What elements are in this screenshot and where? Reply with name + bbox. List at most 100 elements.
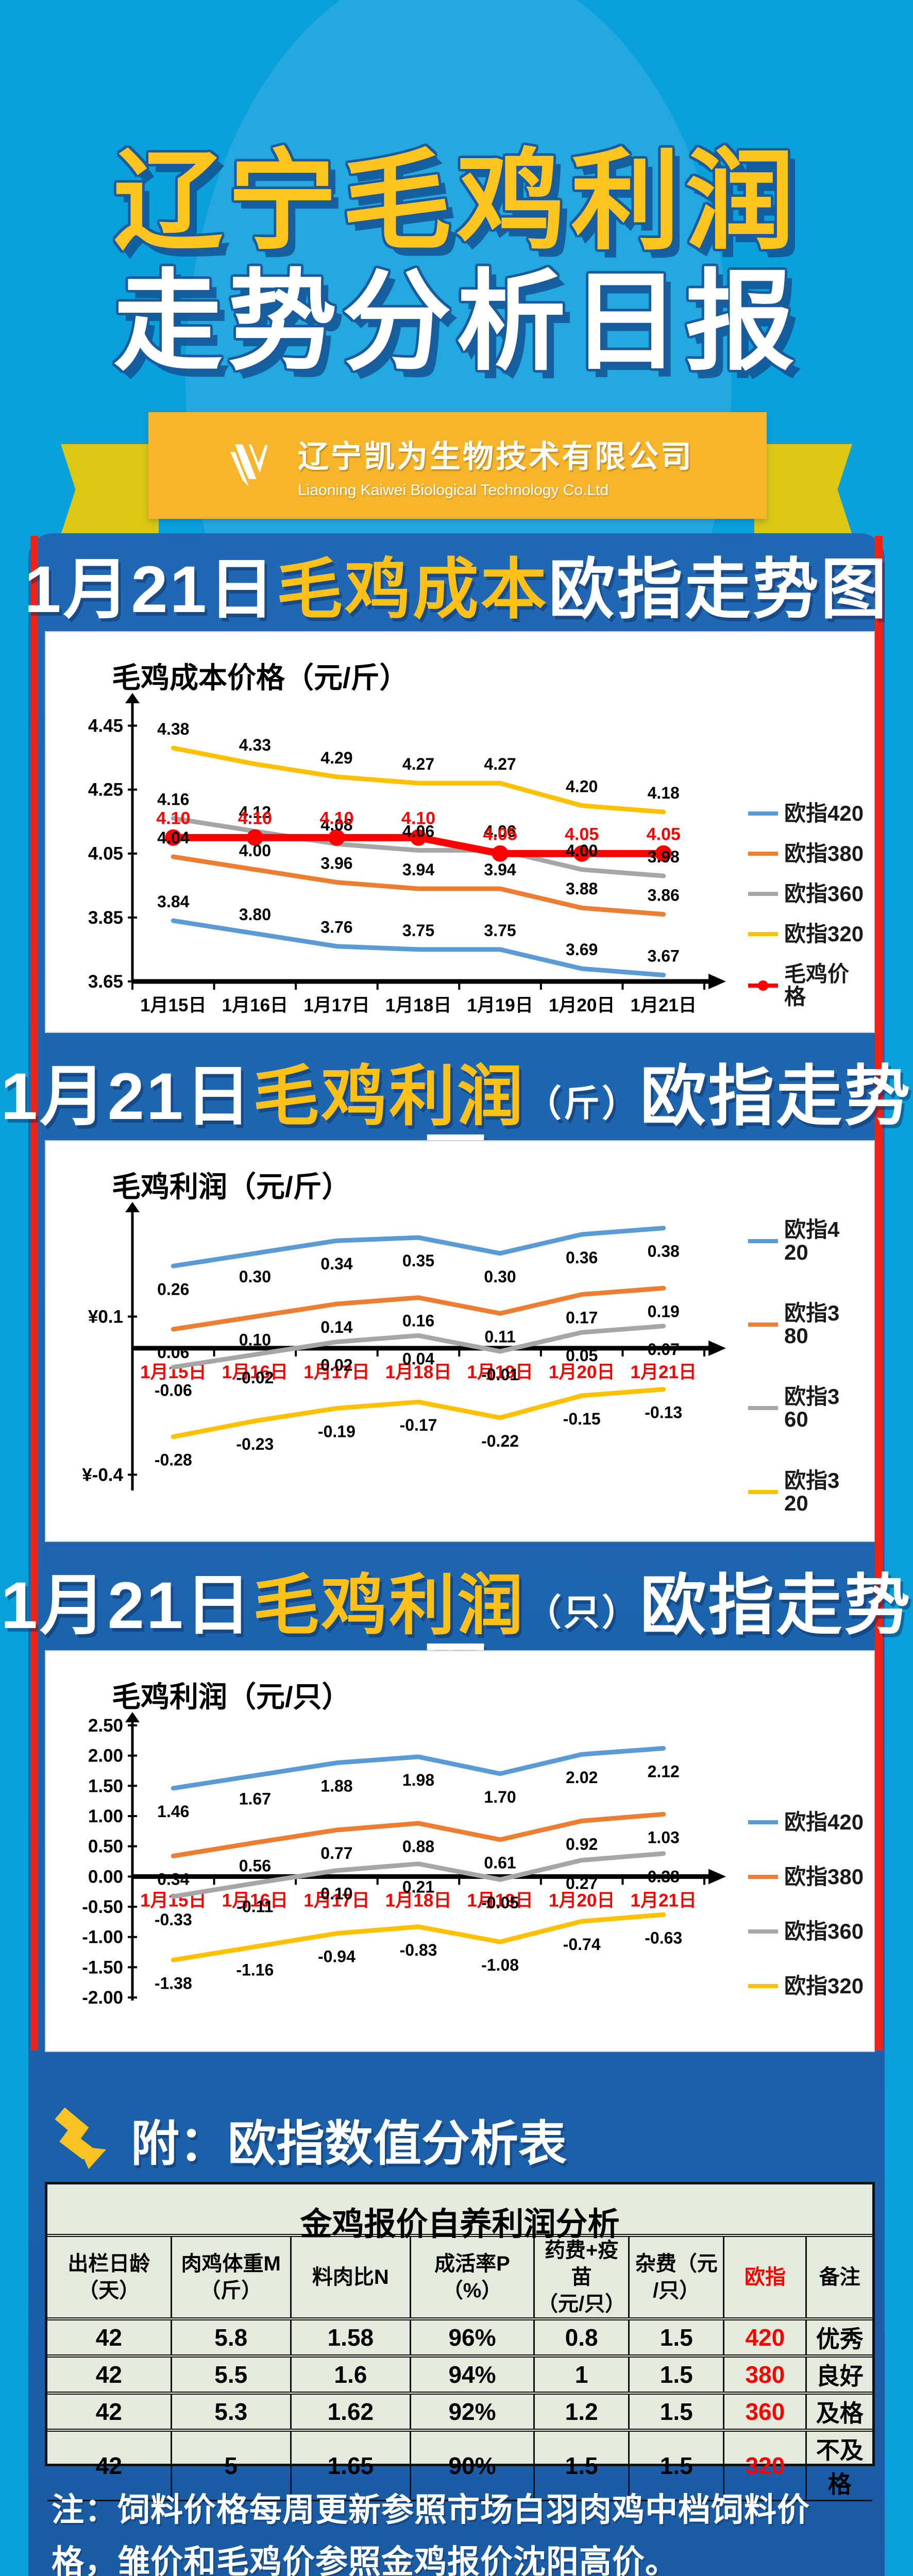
data-label: 4.06: [402, 822, 434, 841]
heading-prefix: 1月21日: [1, 1060, 253, 1133]
data-label: 4.20: [566, 777, 598, 796]
table-cell: 360: [723, 2392, 807, 2431]
legend-label: 欧指380: [784, 1301, 840, 1348]
data-label: -0.17: [400, 1416, 437, 1434]
y-tick-label: ¥-0.4: [82, 1465, 123, 1485]
table-cell: 1.58: [290, 2318, 411, 2357]
data-label: 3.98: [648, 848, 680, 866]
analysis-table-card: 金鸡报价自养利润分析 出栏日龄 （天） 肉鸡体重M （斤） 料肉比N 成活率P （%）…: [45, 2182, 875, 2501]
data-label: 4.10: [238, 809, 272, 828]
data-label: 1.70: [484, 1788, 516, 1806]
data-label: 0.14: [320, 1318, 352, 1336]
legend-line-sample: [748, 1984, 778, 1989]
x-category-label: 1月20日: [549, 995, 615, 1015]
series-marker: [655, 845, 672, 862]
table-row: 42 5.5 1.6 94% 1 1.5 380 良好: [47, 2355, 872, 2394]
data-label: 4.12: [239, 803, 271, 821]
data-label: 0.77: [320, 1844, 352, 1862]
data-label: 0.26: [157, 1280, 189, 1298]
series-line: [171, 1851, 666, 1899]
table-cell: 1: [533, 2355, 630, 2394]
section-heading-profit-jin: 1月21日毛鸡利润（斤）欧指走势图: [0, 1062, 913, 1201]
y-tick-label: 2.50: [88, 1716, 123, 1736]
legend-line-sample: [748, 932, 778, 937]
data-label: 0.27: [566, 1874, 598, 1893]
legend-item: 欧指320: [748, 1469, 867, 1515]
legend-label: 欧指420: [784, 1810, 864, 1834]
legend-line-sample: [748, 1929, 778, 1934]
legend-line-sample: [748, 1239, 778, 1244]
x-category-label: 1月21日: [631, 1362, 697, 1382]
data-label: 0.30: [484, 1267, 516, 1286]
legend-item: 毛鸡价格: [748, 963, 867, 1008]
y-tick-label: 4.45: [88, 716, 123, 736]
data-label: 0.16: [402, 1312, 434, 1330]
table-cell: 1.5: [628, 2392, 725, 2431]
data-label: 3.80: [239, 905, 271, 924]
data-label: 0.11: [484, 1327, 516, 1346]
table-cell: 94%: [409, 2355, 535, 2394]
cost-chart-svg: 4.45 4.25 4.05 3.85 3.65 1月15日 1月16日 1月17日 1月18日…: [88, 693, 726, 1015]
analysis-table: 出栏日龄 （天） 肉鸡体重M （斤） 料肉比N 成活率P （%） 药费+疫苗 （元/只）…: [47, 2234, 872, 2501]
table-cell: 0.8: [533, 2318, 630, 2357]
heading-suffix: 欧指走势图: [548, 553, 889, 626]
x-category-label: 1月17日: [303, 995, 369, 1015]
data-label: 2.12: [648, 1762, 680, 1781]
y-tick-label: -2.00: [82, 1988, 123, 2008]
heading-highlight: 毛鸡利润: [253, 1569, 526, 1642]
y-tick-label: 2.00: [88, 1746, 123, 1766]
table-header-cell: 药费+疫苗 （元/只）: [533, 2234, 630, 2320]
data-label: 0.06: [157, 1343, 189, 1362]
data-label: 4.10: [401, 809, 435, 828]
table-cell: 及格: [805, 2392, 872, 2431]
legend-line-sample: [748, 1820, 778, 1825]
legend-line-sample: [748, 1323, 778, 1327]
series-line: [171, 1285, 666, 1332]
data-label: 1.88: [320, 1777, 352, 1795]
data-label: -1.16: [236, 1961, 274, 1979]
legend-line-sample: [748, 892, 778, 896]
company-logo-icon: [222, 433, 283, 498]
table-cell: 92%: [409, 2392, 535, 2431]
data-label: 0.92: [566, 1835, 598, 1853]
y-tick-label: 3.65: [88, 972, 123, 992]
legend-line-sample: [748, 852, 778, 856]
y-tick-label: 4.25: [88, 780, 123, 800]
table-header-cell: 杂费（元 /只）: [628, 2234, 725, 2320]
company-name-en: Liaoning Kaiwei Biological Technology Co…: [298, 482, 609, 499]
legend-label: 欧指360: [784, 1384, 840, 1432]
x-category-label: 1月18日: [385, 1890, 451, 1910]
data-label: 0.17: [566, 1309, 598, 1327]
data-label: 3.86: [648, 886, 680, 905]
table-cell: 1.5: [533, 2429, 630, 2501]
data-label: 4.05: [483, 825, 517, 844]
legend-label: 欧指360: [784, 882, 864, 906]
data-label: 0.88: [402, 1837, 434, 1856]
analysis-table-head: 出栏日龄 （天） 肉鸡体重M （斤） 料肉比N 成活率P （%） 药费+疫苗 （元/只）…: [47, 2234, 872, 2320]
data-label: -0.13: [645, 1403, 682, 1422]
x-category-label: 1月16日: [222, 1362, 288, 1382]
legend-label: 欧指420: [784, 1217, 840, 1265]
data-label: 4.00: [566, 841, 598, 860]
heading-unit: （斤）: [525, 1083, 640, 1124]
data-label: 3.94: [402, 860, 434, 879]
table-cell: 42: [47, 2392, 172, 2431]
y-tick-label: -1.00: [82, 1927, 123, 1947]
ribbon-tail-left: [61, 444, 159, 535]
data-label: 3.76: [320, 918, 352, 937]
data-label: -0.19: [318, 1422, 356, 1440]
series-line: [171, 1387, 666, 1439]
data-label: 4.08: [320, 816, 352, 834]
x-category-label: 1月20日: [549, 1890, 615, 1910]
table-cell: 90%: [409, 2429, 535, 2501]
data-label: 1.67: [239, 1789, 271, 1808]
data-label: -0.15: [563, 1410, 601, 1428]
company-banner: 辽宁凯为生物技术有限公司 Liaoning Kaiwei Biological …: [148, 412, 767, 519]
legend-line-sample: [748, 1489, 778, 1494]
legend-item: 欧指380: [748, 1302, 867, 1347]
table-cell: 42: [47, 2429, 172, 2501]
data-label: -0.01: [481, 1365, 519, 1384]
data-label: 1.03: [648, 1828, 680, 1846]
data-label: -0.22: [481, 1432, 519, 1450]
